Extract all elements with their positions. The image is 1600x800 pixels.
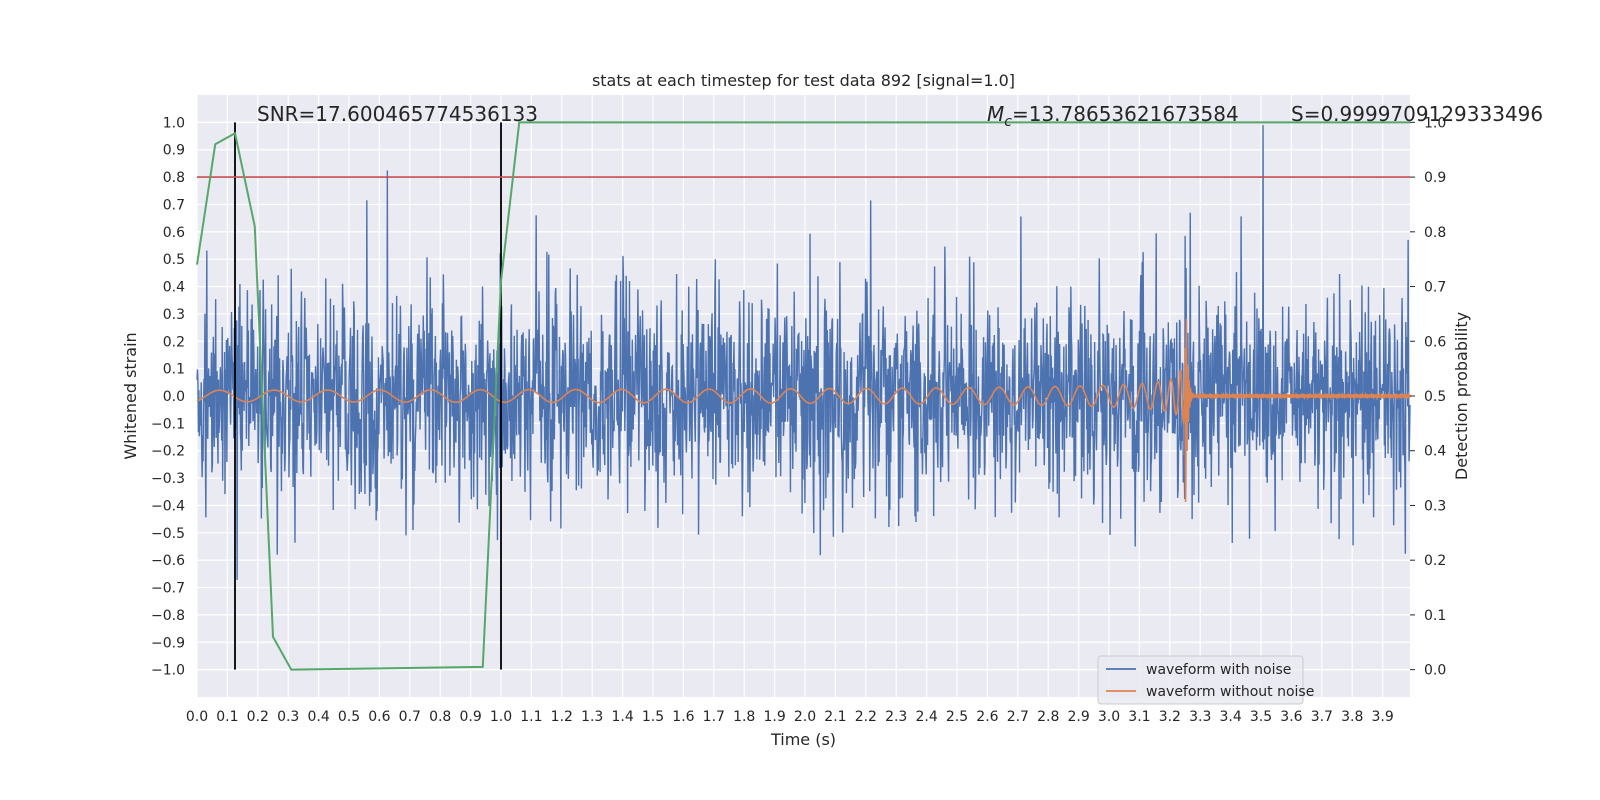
- series-waveform-with-noise: [196, 125, 1411, 580]
- x-tick-label: 3.0: [1098, 709, 1120, 725]
- x-tick-label: 1.3: [581, 709, 603, 725]
- x-tick-label: 0.5: [338, 709, 360, 725]
- x-tick-label: 0.1: [216, 709, 238, 725]
- left-y-tick-label: 0.6: [163, 225, 185, 241]
- left-y-tick-label: 0.5: [163, 252, 185, 268]
- left-y-tick-label: −0.2: [151, 444, 185, 460]
- x-tick-label: 1.7: [703, 709, 725, 725]
- series-detection-probability: [196, 121, 1410, 671]
- right-y-tick-label: 0.2: [1424, 553, 1446, 569]
- right-y-axis-ticks: 1.0 0.9 0.8 0.7 0.6 0.5 0.4 0.3 0.2 0.1 0.0: [1410, 115, 1446, 679]
- x-tick-label: 3.2: [1159, 709, 1181, 725]
- legend-label-noise: waveform with noise: [1146, 662, 1291, 678]
- x-tick-label: 3.7: [1311, 709, 1333, 725]
- x-tick-label: 0.4: [307, 709, 329, 725]
- x-tick-label: 3.3: [1189, 709, 1211, 725]
- x-tick-label: 0.8: [429, 709, 451, 725]
- right-y-tick-label: 0.1: [1424, 608, 1446, 624]
- x-tick-label: 2.9: [1067, 709, 1089, 725]
- x-tick-label: 1.8: [733, 709, 755, 725]
- right-y-tick-label: 0.3: [1424, 498, 1446, 514]
- left-y-tick-label: −1.0: [151, 663, 185, 679]
- left-y-axis-ticks: 1.0 0.9 0.8 0.7 0.6 0.5 0.4 0.3 0.2 0.1 0.0 −0.1 −0.…: [151, 115, 185, 678]
- right-y-tick-label: 0.0: [1424, 663, 1446, 679]
- x-tick-label: 2.2: [855, 709, 877, 725]
- x-tick-label: 0.6: [368, 709, 390, 725]
- x-tick-label: 3.5: [1250, 709, 1272, 725]
- snr-annotation: SNR=17.600465774536133: [257, 102, 538, 126]
- x-tick-label: 3.6: [1280, 709, 1302, 725]
- x-axis-ticks: 0.0 0.1 0.2 0.3 0.4 0.5 0.6 0.7 0.8 0.9 1.0 1.1 1.2 1…: [186, 709, 1394, 725]
- x-tick-label: 2.4: [915, 709, 937, 725]
- x-tick-label: 0.7: [399, 709, 421, 725]
- left-y-tick-label: −0.6: [151, 553, 185, 569]
- left-y-tick-label: −0.1: [151, 416, 185, 432]
- mc-value: =13.78653621673584: [1012, 102, 1239, 126]
- x-axis-label: Time (s): [770, 730, 836, 749]
- x-tick-label: 3.9: [1372, 709, 1394, 725]
- left-y-tick-label: 0.2: [163, 334, 185, 350]
- x-tick-label: 3.8: [1341, 709, 1363, 725]
- x-tick-label: 0.3: [277, 709, 299, 725]
- right-y-axis-label: Detection probability: [1452, 312, 1471, 480]
- x-tick-label: 2.3: [885, 709, 907, 725]
- x-tick-label: 1.2: [551, 709, 573, 725]
- mc-symbol: M: [987, 102, 1004, 126]
- x-tick-label: 2.0: [794, 709, 816, 725]
- left-y-tick-label: 1.0: [163, 115, 185, 131]
- mc-subscript: c: [1004, 114, 1012, 130]
- legend: waveform with noise waveform without noi…: [1097, 655, 1314, 705]
- legend-label-clean: waveform without noise: [1146, 684, 1314, 700]
- x-tick-label: 1.1: [520, 709, 542, 725]
- x-tick-label: 2.5: [946, 709, 968, 725]
- left-y-tick-label: 0.9: [163, 143, 185, 159]
- left-y-tick-label: −0.3: [151, 471, 185, 487]
- x-tick-label: 3.4: [1220, 709, 1242, 725]
- right-y-tick-label: 0.9: [1424, 170, 1446, 186]
- x-tick-label: 2.8: [1037, 709, 1059, 725]
- right-y-tick-label: 0.5: [1424, 389, 1446, 405]
- x-tick-label: 2.6: [976, 709, 998, 725]
- x-tick-label: 1.4: [611, 709, 633, 725]
- x-tick-label: 0.2: [247, 709, 269, 725]
- left-y-tick-label: 0.1: [163, 362, 185, 378]
- left-y-tick-label: −0.9: [151, 635, 185, 651]
- x-tick-label: 2.7: [1007, 709, 1029, 725]
- left-y-tick-label: 0.7: [163, 197, 185, 213]
- left-y-tick-label: −0.8: [151, 608, 185, 624]
- right-y-tick-label: 0.8: [1424, 225, 1446, 241]
- left-y-tick-label: 0.3: [163, 307, 185, 323]
- series-waveform-without-noise: [196, 318, 1411, 503]
- left-y-axis-label: Whitened strain: [121, 332, 140, 459]
- left-y-tick-label: −0.7: [151, 581, 185, 597]
- right-y-tick-label: 0.4: [1424, 444, 1446, 460]
- right-y-tick-label: 0.6: [1424, 334, 1446, 350]
- x-tick-label: 0.9: [459, 709, 481, 725]
- left-y-tick-label: 0.4: [163, 280, 185, 296]
- score-annotation: S=0.9999709129333496: [1291, 102, 1543, 126]
- left-y-tick-label: −0.4: [151, 498, 185, 514]
- right-y-tick-label: 0.7: [1424, 280, 1446, 296]
- chirp-mass-annotation: Mc=13.78653621673584: [987, 102, 1239, 130]
- legend-box: [1097, 655, 1304, 705]
- x-tick-label: 0.0: [186, 709, 208, 725]
- x-tick-label: 1.9: [763, 709, 785, 725]
- left-y-tick-label: −0.5: [151, 526, 185, 542]
- left-y-tick-label: 0.0: [163, 389, 185, 405]
- x-tick-label: 1.5: [642, 709, 664, 725]
- x-tick-label: 1.0: [490, 709, 512, 725]
- chart-title: stats at each timestep for test data 892…: [592, 71, 1015, 90]
- x-tick-label: 2.1: [824, 709, 846, 725]
- right-y-tick-label: 1.0: [1424, 115, 1446, 131]
- x-tick-label: 3.1: [1128, 709, 1150, 725]
- series-layer: [196, 121, 1411, 671]
- x-tick-label: 1.6: [672, 709, 694, 725]
- left-y-tick-label: 0.8: [163, 170, 185, 186]
